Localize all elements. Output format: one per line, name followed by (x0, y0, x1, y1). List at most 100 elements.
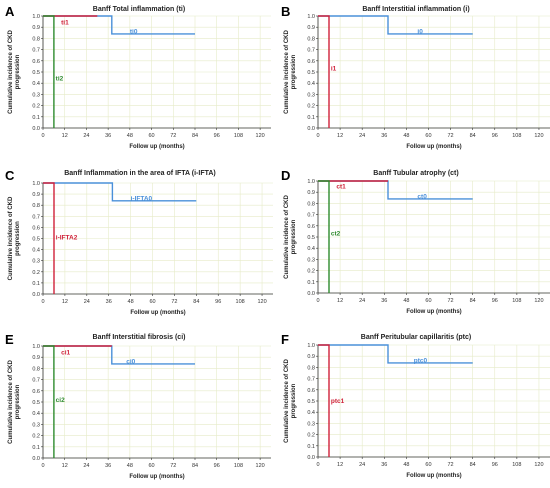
chart-title: Banff Peritubular capillaritis (ptc) (361, 334, 471, 341)
y-tick-label: 0.3 (307, 421, 315, 427)
x-tick-label: 60 (425, 298, 431, 304)
y-tick-label: 0.1 (32, 115, 40, 121)
x-axis-label: Follow up (months) (406, 144, 461, 150)
series-label-ct2: ct2 (331, 231, 341, 238)
x-tick-label: 108 (512, 133, 521, 139)
y-tick-label: 0.5 (32, 400, 40, 406)
x-tick-label: 0 (316, 462, 319, 468)
x-tick-label: 12 (62, 299, 68, 305)
x-tick-label: 36 (381, 462, 387, 468)
y-tick-label: 0.7 (307, 48, 315, 54)
y-tick-label: 0.2 (307, 104, 315, 110)
y-tick-label: 0.7 (32, 214, 40, 220)
x-tick-label: 12 (62, 133, 68, 139)
y-tick-label: 0.1 (307, 280, 315, 286)
x-axis-label: Follow up (months) (129, 144, 184, 150)
y-tick-label: 0.9 (32, 355, 40, 361)
y-tick-label: 0.0 (32, 456, 40, 462)
x-tick-label: 72 (448, 298, 454, 304)
y-axis-label: Cumulative incidence of CKDprogression (284, 194, 297, 278)
x-tick-label: 36 (105, 463, 111, 469)
panel-c: C Banff Inflammation in the area of IFTA … (5, 168, 273, 316)
x-tick-label: 120 (534, 462, 543, 468)
y-tick-label: 1.0 (32, 181, 40, 187)
x-tick-label: 12 (62, 463, 68, 469)
y-tick-label: 0.9 (307, 25, 315, 31)
x-tick-label: 0 (41, 299, 44, 305)
panel-letter: E (5, 332, 14, 347)
y-axis-label: Cumulative incidence of CKDprogression (8, 29, 21, 113)
y-axis-label: Cumulative incidence of CKDprogression (8, 359, 21, 443)
y-tick-label: 0.6 (307, 59, 315, 65)
y-tick-label: 0.9 (307, 354, 315, 360)
y-tick-label: 0.3 (307, 92, 315, 98)
x-axis-label: Follow up (months) (129, 474, 184, 480)
y-tick-label: 0.2 (32, 104, 40, 110)
x-axis-label: Follow up (months) (406, 473, 461, 479)
y-tick-label: 0.8 (307, 36, 315, 42)
y-axis-label: Cumulative incidence of CKDprogression (284, 29, 297, 113)
y-tick-label: 0.7 (307, 213, 315, 219)
x-tick-label: 96 (492, 462, 498, 468)
series-line-ptc0 (318, 344, 473, 364)
x-tick-label: 48 (128, 299, 134, 305)
x-tick-label: 108 (234, 133, 243, 139)
series-label-ti0: ti0 (130, 29, 138, 36)
y-tick-label: 0.9 (307, 190, 315, 196)
x-tick-label: 36 (381, 133, 387, 139)
series-label-i0: i0 (417, 29, 423, 36)
x-tick-label: 96 (214, 463, 220, 469)
series-label-ci1: ci1 (61, 350, 70, 357)
y-tick-label: 0.6 (307, 388, 315, 394)
y-tick-label: 0.5 (307, 399, 315, 405)
x-tick-label: 48 (403, 462, 409, 468)
x-tick-label: 60 (149, 463, 155, 469)
chart-title: Banff Inflammation in the area of IFTA (… (64, 170, 216, 177)
series-line-i1 (318, 15, 330, 128)
x-tick-label: 24 (84, 299, 90, 305)
y-tick-label: 0.3 (32, 92, 40, 98)
x-tick-label: 72 (448, 133, 454, 139)
y-tick-label: 0.9 (32, 25, 40, 31)
y-tick-label: 0.4 (307, 246, 315, 252)
y-tick-label: 0.4 (32, 248, 40, 254)
series-label-ti2: ti2 (56, 76, 64, 83)
x-tick-label: 48 (403, 133, 409, 139)
y-tick-label: 0.0 (307, 291, 315, 297)
y-tick-label: 0.2 (32, 270, 40, 276)
x-axis-label: Follow up (months) (130, 310, 185, 316)
y-tick-label: 0.8 (32, 203, 40, 209)
x-tick-label: 96 (215, 299, 221, 305)
y-tick-label: 0.7 (32, 378, 40, 384)
y-tick-label: 0.6 (32, 225, 40, 231)
y-tick-label: 0.2 (307, 433, 315, 439)
x-tick-label: 120 (256, 133, 265, 139)
x-tick-label: 36 (105, 133, 111, 139)
y-tick-label: 1.0 (32, 14, 40, 20)
x-tick-label: 0 (316, 133, 319, 139)
panel-letter: A (5, 4, 15, 19)
x-tick-label: 96 (492, 298, 498, 304)
y-tick-label: 0.1 (307, 444, 315, 450)
x-tick-label: 60 (149, 299, 155, 305)
x-tick-label: 24 (359, 133, 365, 139)
y-tick-label: 0.8 (32, 36, 40, 42)
y-axis-label: Cumulative incidence of CKDprogression (8, 196, 21, 280)
x-tick-label: 0 (41, 133, 44, 139)
y-tick-label: 0.3 (32, 259, 40, 265)
series-label-ci0: ci0 (126, 359, 135, 366)
y-tick-label: 0.6 (32, 59, 40, 65)
panel-letter: F (281, 332, 289, 347)
y-axis-label: Cumulative incidence of CKDprogression (284, 358, 297, 442)
y-tick-label: 0.5 (307, 70, 315, 76)
x-tick-label: 72 (170, 133, 176, 139)
series-line-ct2 (318, 180, 330, 293)
panel-letter: C (5, 168, 15, 183)
y-tick-label: 0.4 (307, 81, 315, 87)
y-tick-label: 0.0 (32, 292, 40, 298)
series-label-ct1: ct1 (336, 184, 346, 191)
y-tick-label: 0.0 (32, 126, 40, 132)
x-tick-label: 72 (171, 299, 177, 305)
y-tick-label: 0.0 (307, 455, 315, 461)
y-tick-label: 0.2 (32, 434, 40, 440)
